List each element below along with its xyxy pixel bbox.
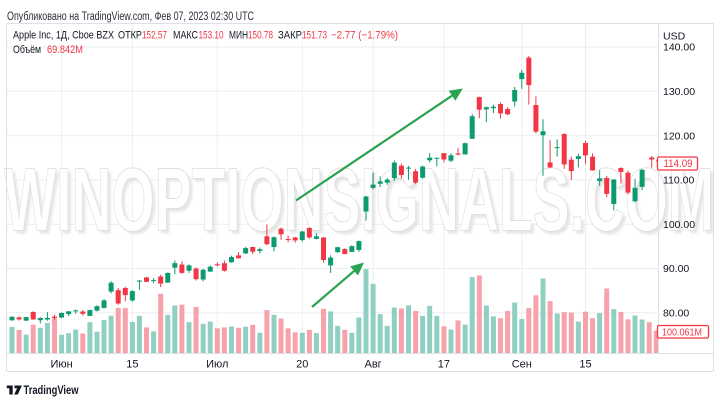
svg-text:69.842M: 69.842M	[47, 44, 83, 56]
svg-text:80.00: 80.00	[663, 308, 689, 320]
svg-text:Июн: Июн	[50, 359, 72, 371]
svg-text:ЗАКР: ЗАКР	[278, 30, 302, 42]
svg-text:WINOPTIONSIGNALS.COM: WINOPTIONSIGNALS.COM	[7, 154, 717, 254]
svg-text:20: 20	[296, 359, 308, 371]
svg-text:100.061M: 100.061M	[662, 326, 702, 338]
svg-text:USD: USD	[663, 31, 686, 43]
svg-text:WINOPTIONSIGNALS.COM: WINOPTIONSIGNALS.COM	[4, 151, 714, 251]
svg-text:15: 15	[579, 359, 591, 371]
svg-text:Apple Inc, 1Д, Cboe BZX: Apple Inc, 1Д, Cboe BZX	[13, 30, 115, 42]
svg-text:110.00: 110.00	[663, 175, 694, 187]
svg-text:Сен: Сен	[512, 359, 532, 371]
svg-text:140.00: 140.00	[663, 42, 695, 54]
svg-text:100.00: 100.00	[663, 219, 695, 231]
svg-text:ОТКР: ОТКР	[118, 30, 142, 42]
svg-text:153.10: 153.10	[199, 30, 224, 42]
svg-text:TradingView: TradingView	[24, 383, 80, 397]
svg-text:−2.77 (−1.79%): −2.77 (−1.79%)	[331, 30, 398, 42]
svg-text:17: 17	[438, 359, 450, 371]
svg-text:МИН: МИН	[229, 30, 248, 42]
svg-text:90.00: 90.00	[663, 263, 689, 275]
svg-text:Авг: Авг	[364, 359, 381, 371]
svg-text:Июл: Июл	[206, 359, 228, 371]
svg-text:15: 15	[126, 359, 138, 371]
svg-text:151.73: 151.73	[302, 30, 327, 42]
svg-text:Объём: Объём	[13, 44, 41, 56]
svg-text:130.00: 130.00	[663, 86, 695, 98]
svg-text:114.09: 114.09	[664, 158, 693, 170]
svg-text:120.00: 120.00	[663, 130, 695, 142]
svg-text:МАКС: МАКС	[173, 30, 198, 42]
svg-text:152.57: 152.57	[142, 30, 167, 42]
svg-text:Опубликовано на TradingView.co: Опубликовано на TradingView.com, Фев 07,…	[7, 11, 254, 23]
svg-text:150.78: 150.78	[248, 30, 273, 42]
